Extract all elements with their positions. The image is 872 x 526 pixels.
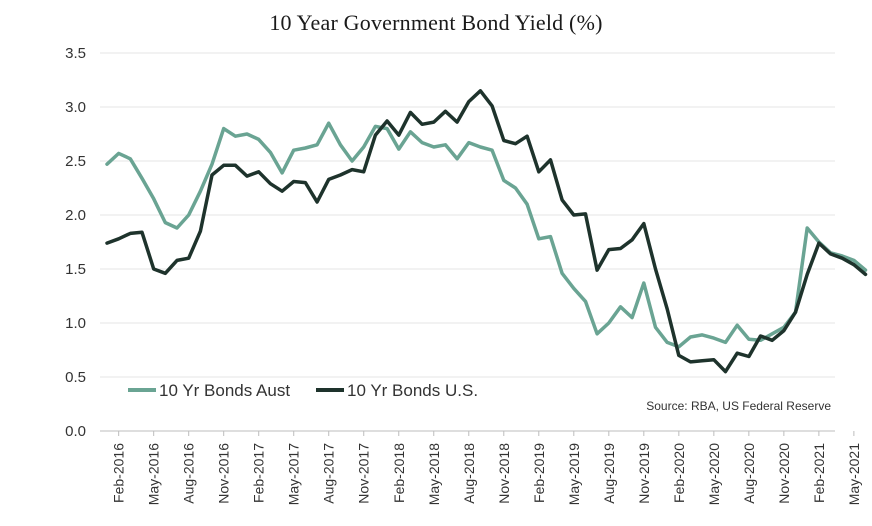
- legend-label-us: 10 Yr Bonds U.S.: [347, 381, 478, 400]
- y-tick-label: 2.0: [65, 207, 86, 224]
- x-tick-label: May-2021: [846, 443, 862, 505]
- x-tick-label: Aug-2019: [601, 443, 617, 504]
- y-tick-label: 0.5: [65, 369, 86, 386]
- legend: 10 Yr Bonds Aust 10 Yr Bonds U.S.: [128, 381, 478, 400]
- x-tick-label: May-2020: [706, 443, 722, 505]
- x-tick-label: Nov-2020: [776, 443, 792, 504]
- y-tick-label: 1.5: [65, 261, 86, 278]
- x-tick-label: Feb-2016: [111, 443, 127, 503]
- x-tick-label: Aug-2018: [461, 443, 477, 504]
- x-tick-label: Aug-2020: [741, 443, 757, 504]
- x-tick-label: May-2018: [426, 443, 442, 505]
- y-tick-label: 2.5: [65, 153, 86, 170]
- x-tick-label: Feb-2019: [531, 443, 547, 503]
- x-tick-label: Nov-2017: [356, 443, 372, 504]
- y-tick-label: 1.0: [65, 315, 86, 332]
- chart-title: 10 Year Government Bond Yield (%): [269, 10, 603, 35]
- x-tick-label: Feb-2018: [391, 443, 407, 503]
- legend-label-aust: 10 Yr Bonds Aust: [159, 381, 290, 400]
- series-line-aust: [105, 121, 868, 349]
- x-tick-label: Feb-2021: [811, 443, 827, 503]
- source-note: Source: RBA, US Federal Reserve: [646, 399, 831, 413]
- x-tick-label: Feb-2017: [251, 443, 267, 503]
- x-tick-label: Feb-2020: [671, 443, 687, 503]
- x-tick-label: Aug-2016: [181, 443, 197, 504]
- y-tick-label: 3.5: [65, 45, 86, 62]
- x-tick-label: Nov-2019: [636, 443, 652, 504]
- y-axis-tick-labels: 0.0 0.5 1.0 1.5 2.0 2.5 3.0 3.5: [65, 45, 86, 440]
- x-axis: Feb-2016 May-2016 Aug-2016 Nov-2016 Feb-2017…: [100, 430, 862, 505]
- series-lines: [105, 89, 868, 374]
- x-tick-label: Nov-2016: [216, 443, 232, 504]
- y-tick-label: 3.0: [65, 99, 86, 116]
- y-tick-label: 0.0: [65, 423, 86, 440]
- x-tick-label: May-2019: [566, 443, 582, 505]
- x-tick-label: Aug-2017: [321, 443, 337, 504]
- series-line-us: [105, 89, 868, 374]
- x-tick-label: Nov-2018: [496, 443, 512, 504]
- x-tick-label: May-2016: [146, 443, 162, 505]
- x-tick-label: May-2017: [286, 443, 302, 505]
